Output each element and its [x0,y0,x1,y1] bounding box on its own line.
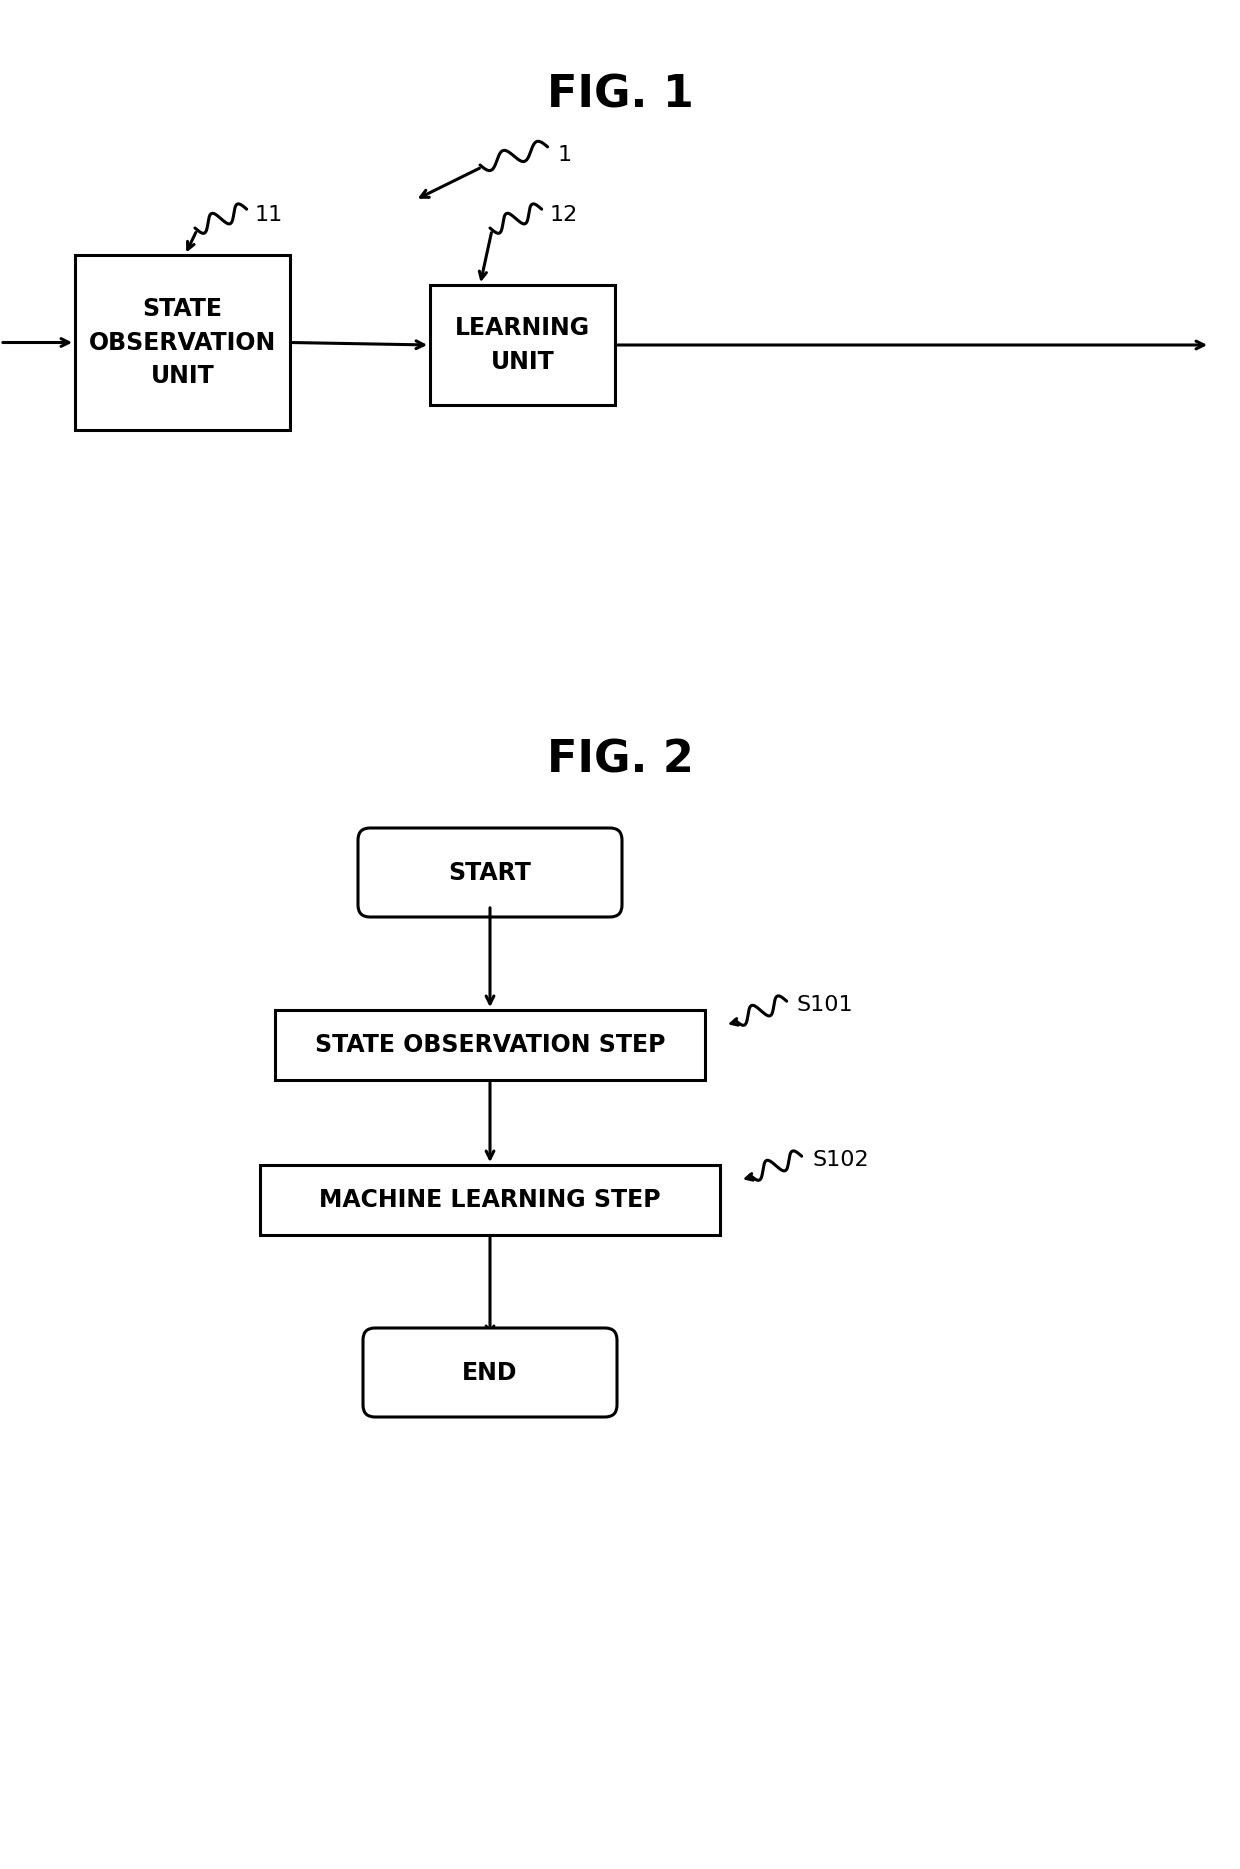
FancyBboxPatch shape [260,1164,720,1235]
FancyBboxPatch shape [430,284,615,406]
Text: 11: 11 [255,206,283,224]
FancyBboxPatch shape [358,828,622,918]
Text: S101: S101 [797,994,853,1015]
Text: LEARNING
UNIT: LEARNING UNIT [455,316,590,374]
Text: START: START [449,860,532,884]
Text: END: END [463,1361,518,1385]
FancyBboxPatch shape [74,254,290,430]
FancyBboxPatch shape [275,1009,706,1080]
Text: 12: 12 [551,206,578,224]
Text: STATE
OBSERVATION
UNIT: STATE OBSERVATION UNIT [89,297,277,389]
Text: S102: S102 [812,1149,869,1170]
Text: FIG. 2: FIG. 2 [547,738,693,781]
Text: 1: 1 [558,146,572,164]
Text: STATE OBSERVATION STEP: STATE OBSERVATION STEP [315,1034,665,1058]
Text: MACHINE LEARNING STEP: MACHINE LEARNING STEP [319,1189,661,1211]
Text: FIG. 1: FIG. 1 [547,73,693,116]
FancyBboxPatch shape [363,1329,618,1417]
